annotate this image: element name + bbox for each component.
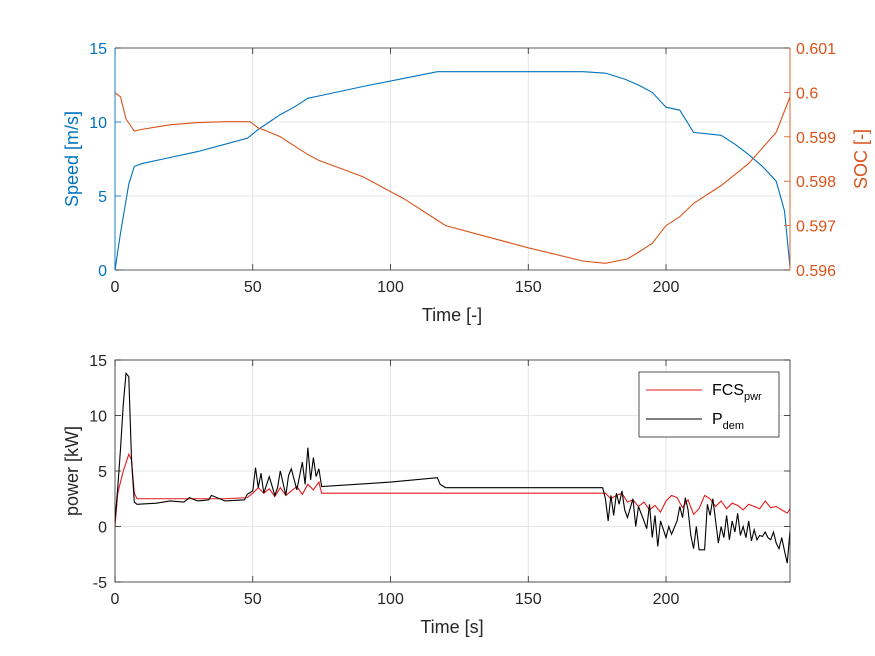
- top-right-axis-label: SOC [-]: [851, 129, 871, 189]
- top-right-tick-label: 0.6: [796, 85, 818, 102]
- top-x-tick-label: 200: [653, 279, 680, 296]
- top-left-tick-labels: 0 5 10 15: [89, 41, 107, 280]
- fcs-pwr-line: [115, 452, 790, 527]
- top-left-tick-label: 5: [98, 189, 107, 206]
- bottom-x-tick-label: 150: [515, 591, 542, 608]
- bottom-y-tick-label: 15: [89, 353, 107, 370]
- bottom-x-tick-label: 0: [111, 591, 120, 608]
- top-right-tick-label: 0.601: [796, 41, 836, 58]
- bottom-series-group: [115, 371, 790, 564]
- speed-line: [115, 71, 790, 270]
- bottom-y-axis-label: power [kW]: [62, 426, 82, 516]
- bottom-y-tick-label: 10: [89, 409, 107, 426]
- top-x-tick-label: 150: [515, 279, 542, 296]
- bottom-axes: [114, 359, 791, 583]
- bottom-x-axis-label: Time [s]: [420, 617, 483, 637]
- top-left-tick-label: 15: [89, 41, 107, 58]
- speed-soc-chart: 0 50 100 150 200 0 5 10 15 0.596 0.597 0.598 0.599…: [62, 41, 871, 325]
- legend-box: [638, 371, 780, 438]
- top-right-tick-label: 0.597: [796, 219, 836, 236]
- bottom-y-tick-label: -5: [93, 575, 107, 592]
- top-x-tick-labels: 0 50 100 150 200: [111, 279, 680, 296]
- top-right-tick-label: 0.598: [796, 174, 836, 191]
- p-dem-line: [115, 371, 790, 564]
- top-right-tick-labels: 0.596 0.597 0.598 0.599 0.6 0.601: [796, 41, 836, 280]
- bottom-y-tick-labels: -5 0 5 10 15: [89, 353, 107, 592]
- top-x-tick-label: 100: [377, 279, 404, 296]
- bottom-x-tick-label: 100: [377, 591, 404, 608]
- bottom-x-tick-labels: 0 50 100 150 200: [111, 591, 680, 608]
- top-left-tick-label: 0: [98, 263, 107, 280]
- legend-fcs-label: FCSpwr: [712, 382, 762, 403]
- bottom-grid: [115, 360, 790, 582]
- bottom-x-tick-label: 200: [653, 591, 680, 608]
- top-axes: [114, 47, 791, 271]
- bottom-y-tick-label: 5: [98, 464, 107, 481]
- top-plot-background: [115, 48, 790, 270]
- soc-line: [115, 92, 790, 264]
- bottom-y-tick-label: 0: [98, 520, 107, 537]
- legend-pdem-label: Pdem: [712, 411, 744, 432]
- top-x-tick-label: 50: [244, 279, 262, 296]
- top-x-axis-label: Time [-]: [422, 305, 482, 325]
- top-series-group: [115, 71, 790, 270]
- bottom-frame: [114, 359, 791, 583]
- top-left-axis-label: Speed [m/s]: [62, 111, 82, 207]
- legend: FCSpwr Pdem: [638, 371, 780, 438]
- top-left-tick-label: 10: [89, 115, 107, 132]
- top-right-tick-label: 0.596: [796, 263, 836, 280]
- top-x-tick-label: 0: [111, 279, 120, 296]
- bottom-x-tick-label: 50: [244, 591, 262, 608]
- top-right-tick-label: 0.599: [796, 130, 836, 147]
